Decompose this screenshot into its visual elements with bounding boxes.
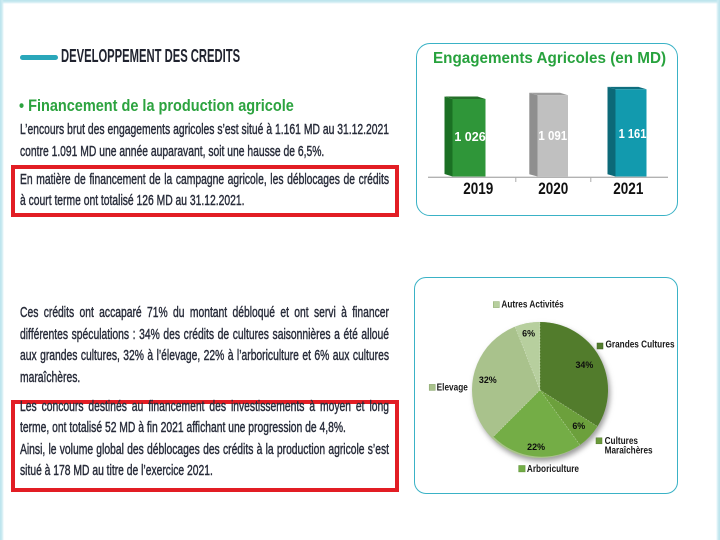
svg-text:32%: 32%: [479, 375, 497, 385]
svg-text:34%: 34%: [575, 360, 593, 370]
svg-text:1 091: 1 091: [538, 129, 567, 144]
svg-text:22%: 22%: [527, 442, 545, 452]
svg-text:Cultures: Cultures: [605, 435, 638, 446]
svg-text:Maraîchères: Maraîchères: [605, 445, 653, 456]
svg-text:Grandes Cultures: Grandes Cultures: [606, 339, 675, 350]
svg-text:Arboriculture: Arboriculture: [527, 463, 579, 474]
svg-text:6%: 6%: [522, 328, 535, 338]
svg-text:1 026: 1 026: [454, 130, 485, 144]
svg-text:6%: 6%: [572, 421, 585, 431]
svg-text:2021: 2021: [613, 180, 643, 199]
svg-text:1 161: 1 161: [619, 126, 647, 141]
svg-text:2020: 2020: [538, 180, 568, 199]
svg-text:Autres Activités: Autres Activités: [501, 299, 563, 310]
svg-text:2019: 2019: [463, 180, 493, 199]
svg-text:Elevage: Elevage: [437, 382, 468, 393]
